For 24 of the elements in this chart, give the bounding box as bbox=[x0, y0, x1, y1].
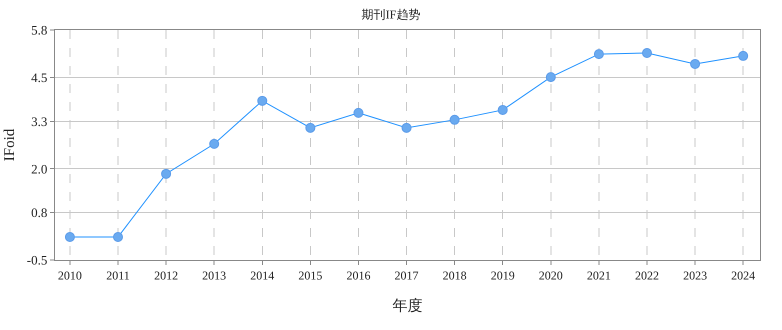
x-tick-label: 2012 bbox=[154, 268, 178, 282]
x-tick-label: 2018 bbox=[442, 268, 467, 282]
x-axis-title: 年度 bbox=[392, 297, 422, 314]
x-tick-label: 2024 bbox=[731, 268, 756, 282]
x-tick-label: 2013 bbox=[202, 268, 226, 282]
x-tick-label: 2015 bbox=[298, 268, 322, 282]
x-tick-label: 2016 bbox=[346, 268, 370, 282]
y-tick-label: 5.8 bbox=[31, 22, 48, 38]
x-tick-label: 2021 bbox=[586, 268, 611, 282]
x-tick-label: 2010 bbox=[58, 268, 82, 282]
x-tick-label: 2011 bbox=[106, 268, 130, 282]
x-tick-label: 2014 bbox=[250, 268, 274, 282]
y-tick-label: 4.5 bbox=[31, 70, 48, 86]
x-tick-label: 2022 bbox=[634, 268, 659, 282]
y-tick-label: 3.3 bbox=[31, 114, 48, 129]
y-tick-label: 2.0 bbox=[31, 161, 48, 176]
x-tick-label: 2017 bbox=[394, 268, 419, 282]
chart-title: 期刊IF趋势 bbox=[362, 7, 420, 22]
x-tick-label: 2020 bbox=[538, 268, 563, 282]
y-tick-label: 0.8 bbox=[31, 205, 48, 220]
y-tick-label: -0.5 bbox=[26, 252, 48, 268]
x-tick-label: 2019 bbox=[490, 268, 515, 282]
x-tick-label: 2023 bbox=[683, 268, 708, 282]
y-axis-title: IFoid bbox=[2, 128, 18, 162]
